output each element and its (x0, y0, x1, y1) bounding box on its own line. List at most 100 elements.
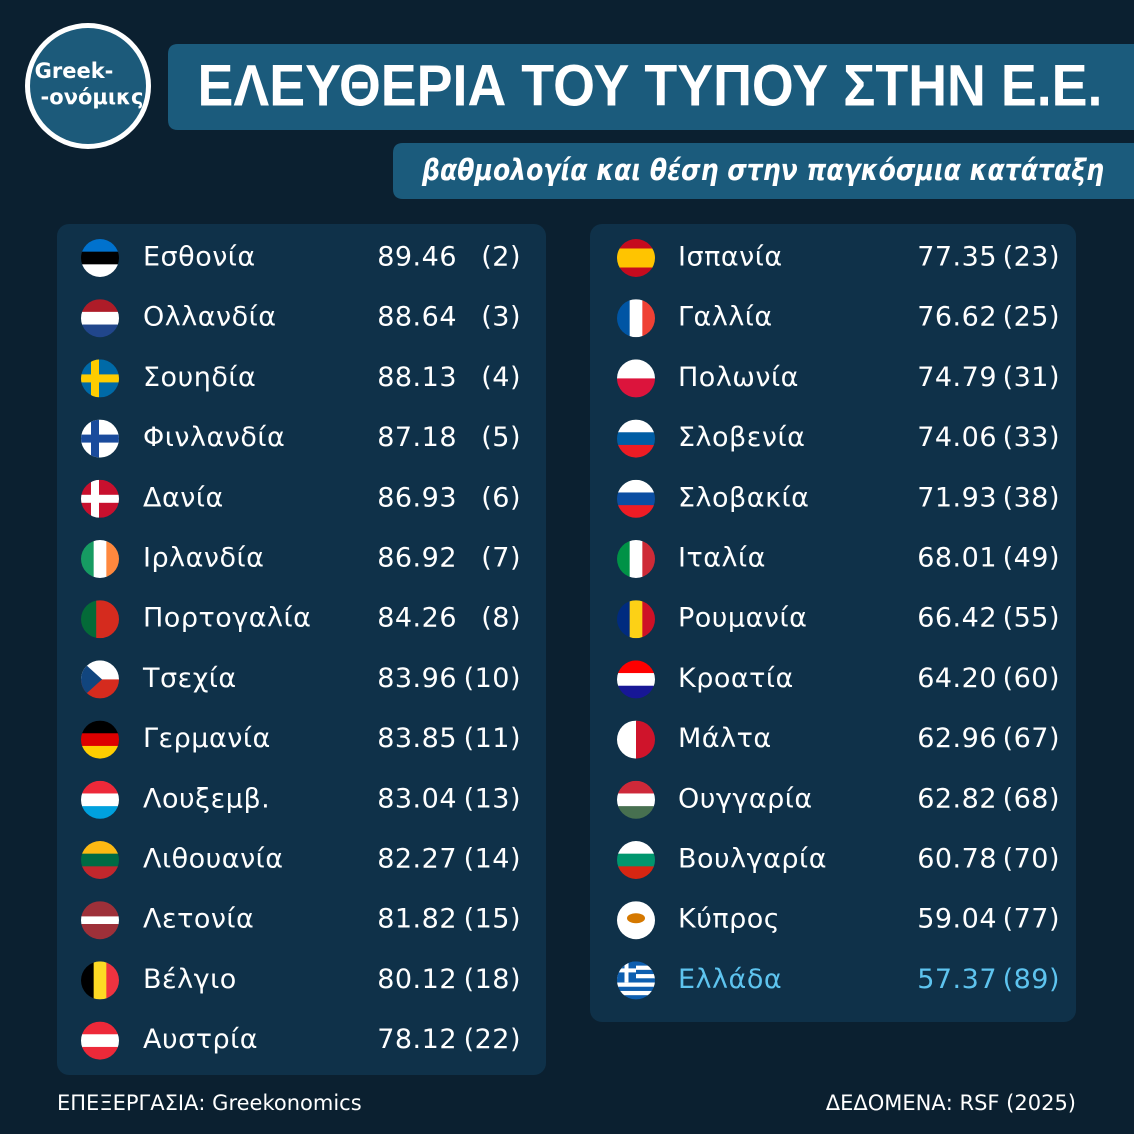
flag-part (81, 745, 119, 759)
flag (81, 479, 119, 518)
rank: (70) (1003, 844, 1060, 875)
country: Ιρλανδία (143, 543, 264, 574)
flag-part (81, 916, 119, 925)
flag-part (81, 434, 119, 443)
flag-part (617, 540, 631, 578)
rank: (22) (464, 1024, 521, 1055)
flag-part (81, 780, 119, 794)
country: Σλοβακία (678, 482, 809, 513)
flag-part (617, 299, 631, 338)
table-row: Ελλάδα 57.37 (89) (617, 961, 1060, 1000)
flag-part (93, 961, 107, 1000)
score: 66.42 (917, 603, 997, 634)
country: Ιταλία (678, 543, 766, 574)
title: ΕΛΕΥΘΕΡΙΑ ΤΟΥ ΤΥΠΟΥ ΣΤΗΝ Ε.Ε. (198, 53, 1103, 118)
flag-part (81, 494, 119, 503)
left-panel (57, 224, 546, 1075)
score: 64.20 (917, 663, 997, 694)
flag (617, 540, 655, 578)
table-row: Τσεχία 83.96 (10) (81, 660, 521, 699)
flag (617, 660, 655, 699)
table-row: Βέλγιο 80.12 (18) (81, 961, 521, 1000)
flag (617, 359, 655, 398)
flag-part (81, 311, 119, 326)
rank: (2) (481, 242, 521, 273)
flag-part (81, 793, 119, 807)
table-row: Σλοβενία 74.06 (33) (617, 419, 1060, 458)
rank: (7) (481, 543, 521, 574)
table-row: Γερμανία 83.85 (11) (81, 720, 521, 759)
country: Μάλτα (678, 723, 772, 754)
flag-part (617, 660, 655, 674)
table-row: Ιρλανδία 86.92 (7) (81, 540, 521, 578)
rank: (49) (1003, 543, 1060, 574)
table-row: Ολλανδία 88.64 (3) (81, 299, 521, 338)
flag-part (642, 299, 655, 338)
subtitle-banner (393, 143, 1134, 199)
flag-part (81, 924, 119, 940)
table-row: Ρουμανία 66.42 (55) (617, 600, 1060, 639)
score: 62.96 (917, 723, 997, 754)
flag-part (617, 995, 655, 1000)
score: 86.92 (377, 543, 457, 574)
score: 88.13 (377, 362, 457, 393)
flag-part (617, 986, 655, 992)
flag (81, 780, 119, 819)
country: Λετονία (143, 904, 254, 935)
rank: (11) (464, 723, 521, 754)
flag-part (81, 239, 119, 253)
table-row: Βουλγαρία 60.78 (70) (617, 841, 1060, 879)
flag (81, 419, 119, 458)
flag (81, 720, 119, 759)
flag-part (81, 299, 119, 313)
flag-part (81, 733, 119, 747)
flag-part (617, 378, 655, 398)
rank: (68) (1003, 783, 1060, 814)
score: 88.64 (377, 302, 457, 333)
flag-part (81, 374, 119, 383)
flag-part (81, 251, 119, 265)
table-row: Εσθονία 89.46 (2) (81, 239, 521, 277)
flag-part (617, 793, 655, 807)
flag-part (617, 432, 655, 446)
score: 82.27 (377, 844, 457, 875)
flag-part (617, 780, 655, 794)
country: Ολλανδία (143, 302, 277, 333)
flag-part (642, 540, 655, 578)
rank: (23) (1003, 242, 1060, 273)
table-row: Κύπρος 59.04 (77) (617, 901, 1060, 940)
flag-part (617, 444, 655, 458)
table-row: Κροατία 64.20 (60) (617, 660, 1060, 699)
rank: (31) (1003, 362, 1060, 393)
flag-part (617, 359, 655, 379)
flag-part (106, 540, 119, 578)
table-row: Γαλλία 76.62 (25) (617, 299, 1060, 338)
flag-part (617, 720, 637, 759)
country: Κύπρος (678, 904, 780, 935)
flag (617, 720, 655, 759)
flag (617, 239, 655, 277)
flag-part (81, 901, 119, 917)
flag (617, 600, 655, 639)
table-row: Ιταλία 68.01 (49) (617, 540, 1060, 578)
flag (81, 961, 119, 1000)
score: 84.26 (377, 603, 457, 634)
rank: (3) (481, 302, 521, 333)
flag (81, 359, 119, 398)
table-row: Δανία 86.93 (6) (81, 479, 521, 518)
country: Γερμανία (143, 723, 271, 754)
table-row: Πορτογαλία 84.26 (8) (81, 600, 521, 639)
rank: (77) (1003, 904, 1060, 935)
score: 57.37 (917, 964, 997, 995)
rank: (6) (481, 482, 521, 513)
flag-part (81, 1046, 119, 1060)
flag-part (617, 600, 631, 639)
country: Ισπανία (678, 242, 783, 273)
score: 59.04 (917, 904, 997, 935)
footer-right: ΔΕΔΟΜΕΝΑ: RSF (2025) (826, 1091, 1076, 1115)
flag (81, 299, 119, 338)
country: Δανία (143, 482, 224, 513)
rank: (38) (1003, 482, 1060, 513)
country: Πορτογαλία (143, 603, 311, 634)
